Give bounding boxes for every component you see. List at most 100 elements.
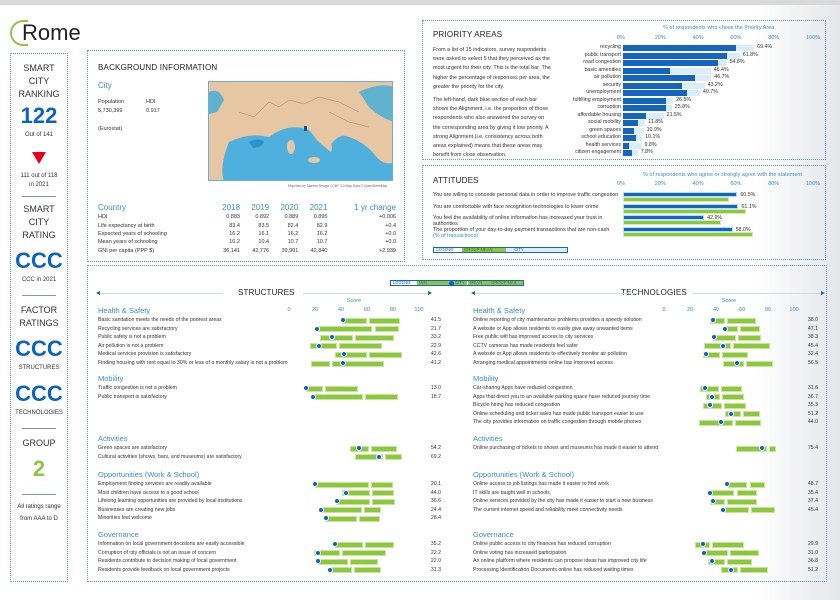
priority-row: affordable housing 21.5% (423, 112, 827, 119)
technologies-range-bar-high (722, 351, 749, 358)
technologies-item-value: 29.9 (807, 541, 818, 547)
rating-title-2: CITY RATING (22, 217, 56, 240)
cell: 10.7 (316, 239, 328, 246)
technologies-city-dot (759, 445, 766, 451)
technologies-item-label: Apps that direct you to an available par… (473, 393, 651, 400)
priority-row: fulfilling employment 26.5% (423, 97, 827, 104)
legend-city: CITY (447, 280, 467, 286)
prev-ranking-1: 111 out of 118 (20, 173, 58, 179)
structures-item-value: 41.5 (430, 317, 441, 323)
legend-group-mean: GROUP MEAN (462, 247, 506, 252)
structures-city-dot (302, 385, 309, 391)
priority-alignment-bar (623, 142, 629, 149)
structures-item-label: Medical services provision is satisfacto… (98, 351, 192, 358)
attitude-city-bar (623, 203, 739, 209)
priority-value: 7.8% (640, 149, 653, 155)
technologies-item-value: 48.7 (807, 481, 818, 487)
structures-range-bar-low (316, 326, 373, 333)
structures-item-value: 28.4 (430, 515, 441, 522)
structures-category: Opportunities (Work & School) (98, 470, 200, 479)
priority-row: health services 9.8% (423, 142, 827, 149)
priority-row: security 43.2% (423, 82, 827, 89)
structures-category: Health & Safety (98, 306, 151, 315)
structures-city-dot (314, 549, 321, 556)
technologies-item-value: 36.7 (807, 393, 818, 400)
technologies-city-dot (734, 360, 741, 366)
technologies-city-dot (709, 498, 716, 505)
structures-range-bar-high (331, 360, 384, 367)
priority-label: health services (585, 141, 621, 148)
priority-row: road congestion 54.8% (423, 59, 827, 66)
priority-title: PRIORITY AREAS (433, 30, 503, 39)
technologies-range-bar-high (730, 550, 759, 557)
structures-range-bar-high (371, 498, 396, 505)
attitude-label: You are willing to concede personal data… (433, 192, 623, 198)
technologies-label: TECHNOLOGIES (15, 410, 63, 416)
arrow-right-icon[interactable] (428, 291, 432, 295)
cell: 10.7 (287, 239, 299, 246)
structures-item-value: 41.2 (430, 360, 441, 366)
technologies-city-dot (699, 541, 706, 547)
priority-value: 46.7% (714, 74, 730, 80)
structures-range-bar-low (334, 351, 368, 358)
technologies-item-label: Processing Identification Documents onli… (473, 566, 634, 573)
background-panel: BACKGROUND INFORMATION City Population H… (87, 50, 405, 262)
legend-label: LEGEND: (391, 280, 417, 285)
structures-item-value: 18.7 (430, 393, 441, 400)
structures-item-label: Recycling services are satisfactory (98, 325, 178, 332)
source-label: (Eurostat) (98, 126, 123, 132)
priority-label: fulfilling employment (573, 96, 621, 103)
table-row: HDI 0.883 0.892 0.889 0.895 +0.006 (98, 213, 396, 221)
row-label: Life expectancy at birth (98, 222, 155, 229)
technologies-item-value: 38.0 (807, 317, 818, 323)
technologies-range-bar-high (750, 507, 776, 514)
technologies-city-dot (727, 566, 734, 573)
priority-value: 69.4% (757, 44, 773, 50)
priority-alignment-bar (623, 97, 667, 104)
structures-category: Governance (98, 530, 139, 539)
arrow-left-icon[interactable] (96, 291, 100, 295)
technologies-range-bar-high (743, 411, 760, 418)
cell: 39,901 (281, 247, 299, 254)
cell: 10.2 (229, 239, 240, 246)
technologies-city-dot (708, 558, 715, 565)
rating-prev: CCC in 2021 (21, 277, 57, 283)
europe-map-icon (209, 82, 392, 180)
priority-alignment-bar (623, 112, 646, 119)
structures-range-bar-low (335, 498, 370, 505)
cell: 83.4 (229, 222, 240, 229)
structures-city-dot (314, 325, 321, 332)
structures-range-bar-high (339, 343, 383, 350)
structures-range-bar-low (309, 343, 338, 350)
priority-value: 9.8% (644, 141, 657, 148)
arrow-right-icon[interactable] (821, 291, 825, 295)
technologies-range-bar-low (727, 481, 748, 488)
structures-city-dot (315, 342, 322, 349)
structures-tick: 80 (389, 307, 397, 313)
technologies-city-dot (724, 481, 731, 487)
col-2020: 2020 (280, 202, 299, 212)
legend-group-max: GROUP MAX (489, 280, 523, 285)
technologies-city-dot (706, 402, 713, 409)
structures-city-dot (322, 515, 329, 522)
structures-range-bar-high (349, 558, 379, 565)
structures-title: STRUCTURES (238, 288, 295, 297)
cell: +0.0 (385, 230, 396, 237)
divider (22, 295, 56, 296)
priority-tick: 60% (730, 35, 742, 41)
ranking-out-of: Out of 141 (24, 132, 54, 138)
arrow-left-icon[interactable] (471, 291, 475, 295)
structures-range-bar-low (342, 317, 368, 324)
attitude-city-bar (623, 226, 733, 232)
technologies-item-value: 45.4 (807, 506, 818, 513)
priority-tick: 80% (768, 35, 780, 41)
city-header: City (98, 81, 112, 90)
attitudes-legend: LEGEND: GROUP MEAN CITY (433, 247, 568, 253)
priority-row: basic amenities 46.4% (423, 67, 827, 74)
technologies-range-bar-high (720, 385, 742, 392)
structures-item-value: 20.1 (430, 481, 441, 487)
attitude-label: The proportion of your day-to-day paymen… (433, 227, 623, 239)
cell: 36,141 (223, 247, 240, 254)
structures-range-bar-high (325, 385, 358, 392)
